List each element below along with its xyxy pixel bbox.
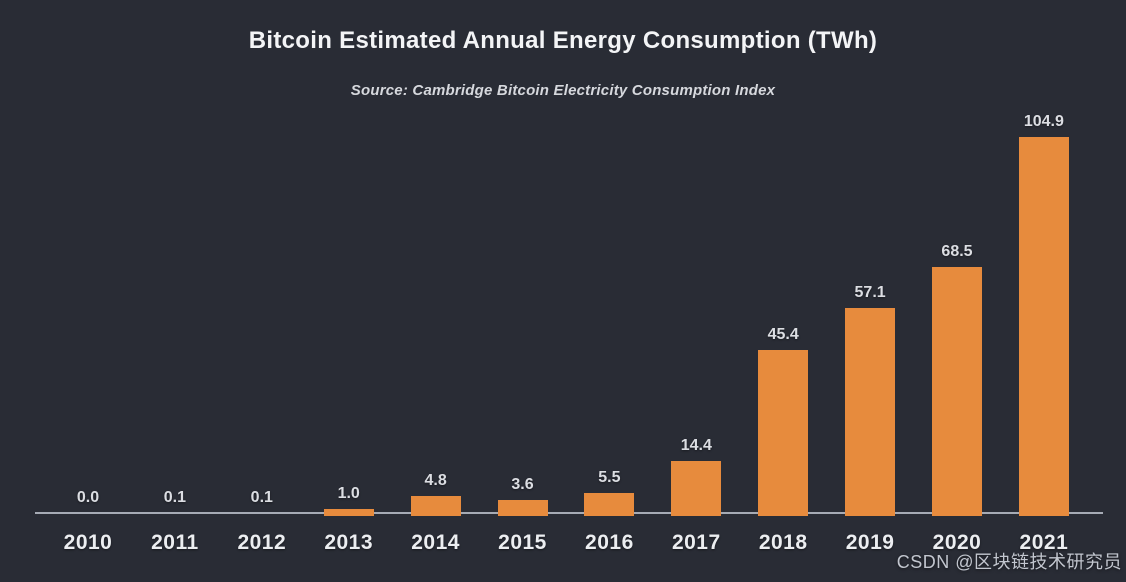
x-axis-label-2013: 2013 — [324, 531, 374, 554]
bar-2016 — [584, 493, 635, 516]
bar-column-2017: 14.4 — [652, 0, 740, 516]
x-axis-label-2010: 2010 — [63, 531, 113, 554]
bar-value-label: 0.1 — [163, 489, 187, 506]
bar-value-label: 57.1 — [854, 284, 886, 301]
x-axis-label-2012: 2012 — [237, 531, 287, 554]
x-axis-label-2015: 2015 — [498, 531, 547, 554]
bar-column-2016: 5.5 — [565, 0, 653, 516]
x-axis-label-2017: 2017 — [671, 531, 721, 554]
x-axis-label-2020: 2020 — [932, 531, 982, 554]
bar-2021 — [1018, 137, 1069, 516]
bar-column-2014: 4.8 — [392, 0, 480, 516]
bar-column-2011: 0.1 — [131, 0, 219, 513]
bar-column-2018: 45.4 — [739, 0, 827, 516]
bar-2019 — [845, 308, 896, 516]
bar-column-2015: 3.6 — [479, 0, 567, 516]
csdn-watermark: CSDN @区块链技术研究员 — [896, 552, 1122, 572]
x-axis-label-2021: 2021 — [1019, 531, 1069, 554]
bar-value-label: 4.8 — [424, 472, 447, 489]
x-axis-baseline — [35, 512, 1103, 514]
bar-2014 — [410, 496, 461, 516]
bar-value-label: 68.5 — [941, 243, 973, 260]
x-axis-label-2019: 2019 — [845, 531, 895, 554]
bar-value-label: 0.0 — [76, 489, 100, 506]
bar-value-label: 5.5 — [598, 469, 621, 486]
bar-column-2013: 1.0 — [305, 0, 393, 516]
bar-value-label: 45.4 — [767, 326, 799, 343]
bar-2018 — [758, 350, 809, 516]
bar-column-2010: 0.0 — [44, 0, 132, 513]
x-axis-label-2014: 2014 — [411, 531, 460, 554]
bar-column-2021: 104.9 — [1000, 0, 1088, 516]
bar-value-label: 104.9 — [1023, 113, 1064, 130]
bar-value-label: 14.4 — [680, 437, 712, 454]
bar-2015 — [497, 500, 548, 516]
bar-value-label: 3.6 — [511, 476, 534, 493]
chart-source-subtitle: Source: Cambridge Bitcoin Electricity Co… — [350, 82, 776, 99]
bar-2013 — [323, 509, 374, 516]
bar-2017 — [671, 461, 722, 516]
bar-value-label: 0.1 — [250, 489, 273, 506]
chart-title: Bitcoin Estimated Annual Energy Consumpt… — [248, 27, 878, 54]
bar-column-2020: 68.5 — [913, 0, 1001, 516]
bar-value-label: 1.0 — [337, 485, 360, 502]
x-axis-label-2011: 2011 — [151, 531, 199, 554]
x-axis-label-2018: 2018 — [758, 531, 808, 554]
x-axis-label-2016: 2016 — [585, 531, 634, 554]
bar-column-2019: 57.1 — [826, 0, 914, 516]
bar-column-2012: 0.1 — [218, 0, 306, 513]
bar-2020 — [932, 267, 982, 516]
